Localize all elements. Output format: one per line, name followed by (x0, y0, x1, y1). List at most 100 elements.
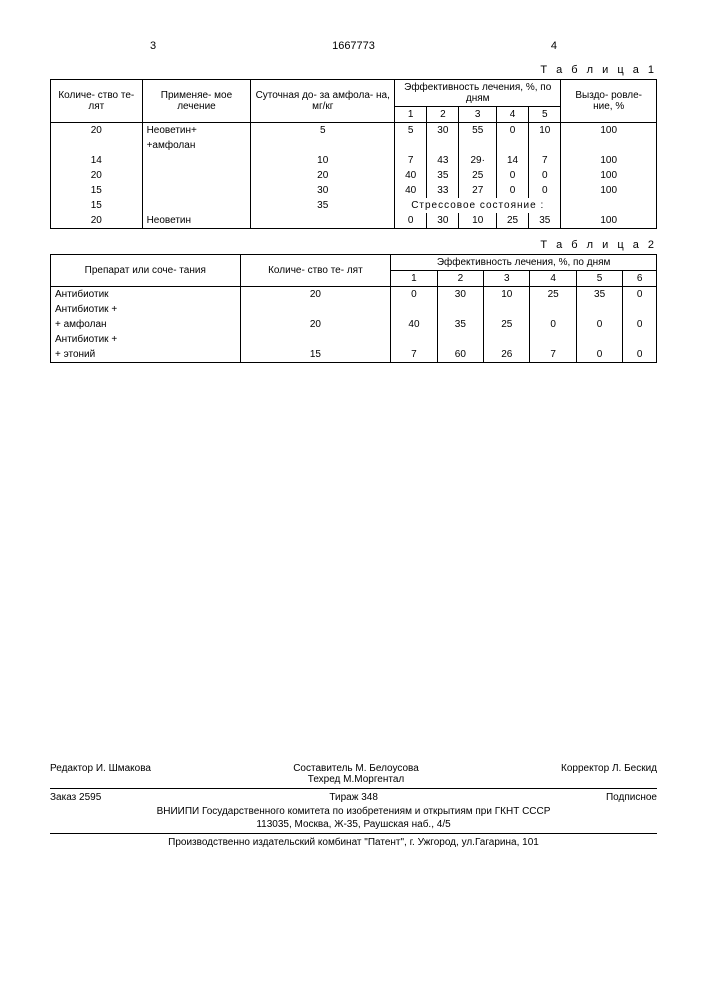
table-cell: 0 (496, 123, 528, 139)
table-cell: 40 (395, 183, 427, 198)
table-cell (240, 332, 391, 347)
t2-day2: 2 (437, 271, 483, 287)
table-cell (561, 138, 657, 153)
table-cell: 20 (51, 123, 143, 139)
table-cell: 0 (529, 183, 561, 198)
t2-day3: 3 (484, 271, 530, 287)
table-cell: 14 (51, 153, 143, 168)
table-cell: 25 (496, 213, 528, 229)
table-cell: 27 (459, 183, 497, 198)
table-cell: 7 (530, 347, 576, 363)
t1-header-recovery: Выздо- ровле- ние, % (561, 80, 657, 123)
table-cell (530, 332, 576, 347)
table-cell: 35 (427, 168, 459, 183)
t1-day5: 5 (529, 107, 561, 123)
table-cell: 5 (251, 123, 395, 139)
table-cell: 30 (437, 287, 483, 303)
table-cell: 0 (623, 317, 657, 332)
editor: Редактор И. Шмакова (50, 763, 151, 785)
table-cell: 30 (427, 213, 459, 229)
footer: Редактор И. Шмакова Составитель М. Белоу… (50, 763, 657, 848)
proizv: Производственно издательский комбинат "П… (50, 833, 657, 848)
table-cell: 25 (459, 168, 497, 183)
table-cell: 25 (484, 317, 530, 332)
table-cell: 100 (561, 168, 657, 183)
table-cell: 7 (529, 153, 561, 168)
table-cell: 100 (561, 183, 657, 198)
table-cell: 7 (395, 153, 427, 168)
table2-label: Т а б л и ц а 2 (50, 239, 657, 251)
table-cell: 20 (240, 317, 391, 332)
table-cell (437, 302, 483, 317)
table-cell: 0 (496, 168, 528, 183)
t2-day6: 6 (623, 271, 657, 287)
table-cell: 33 (427, 183, 459, 198)
table-cell (623, 302, 657, 317)
t2-header-prep: Препарат или соче- тания (51, 255, 241, 287)
table-cell (251, 138, 395, 153)
table-cell (496, 138, 528, 153)
table-cell: 20 (51, 168, 143, 183)
table-cell: Неоветин+ (142, 123, 251, 139)
sostavitel: Составитель М. Белоусова (151, 763, 561, 774)
table-cell: 10 (251, 153, 395, 168)
table-cell: 14 (496, 153, 528, 168)
table-cell: 55 (459, 123, 497, 139)
table-cell (529, 138, 561, 153)
zakaz: Заказ 2595 (50, 792, 101, 803)
table-cell (561, 198, 657, 213)
table-cell: 0 (496, 183, 528, 198)
t1-header-qty: Количе- ство те- лят (51, 80, 143, 123)
table-cell: 30 (251, 183, 395, 198)
table-cell: 0 (529, 168, 561, 183)
table-cell (251, 213, 395, 229)
table-cell (427, 138, 459, 153)
table-cell: 29· (459, 153, 497, 168)
t1-day2: 2 (427, 107, 459, 123)
t1-header-eff: Эффективность лечения, %, по дням (395, 80, 561, 107)
table-cell: 20 (240, 287, 391, 303)
t1-day4: 4 (496, 107, 528, 123)
header-page-numbers: 3 1667773 4 (50, 40, 657, 52)
t2-header-eff: Эффективность лечения, %, по дням (391, 255, 657, 271)
table1-label: Т а б л и ц а 1 (50, 64, 657, 76)
podpisnoe: Подписное (606, 792, 657, 803)
table-cell: 10 (459, 213, 497, 229)
table-cell: 40 (391, 317, 437, 332)
t2-day4: 4 (530, 271, 576, 287)
table-cell: 15 (240, 347, 391, 363)
table-cell: + амфолан (51, 317, 241, 332)
t1-header-treatment: Применяе- мое лечение (142, 80, 251, 123)
table-cell: Неоветин (142, 213, 251, 229)
stress-label: Стрессовое состояние : (395, 198, 561, 213)
table-cell (51, 138, 143, 153)
table-cell (484, 302, 530, 317)
t1-day3: 3 (459, 107, 497, 123)
table-cell: 0 (391, 287, 437, 303)
t2-day5: 5 (576, 271, 622, 287)
table-cell: 26 (484, 347, 530, 363)
table-cell (437, 332, 483, 347)
table-cell (142, 183, 251, 198)
table-cell: Антибиотик + (51, 302, 241, 317)
tirazh: Тираж 348 (329, 792, 378, 803)
table-cell (576, 332, 622, 347)
table-cell (459, 138, 497, 153)
table-cell (391, 302, 437, 317)
t2-day1: 1 (391, 271, 437, 287)
table-cell (530, 302, 576, 317)
table-cell (395, 138, 427, 153)
table-cell: 15 (51, 198, 143, 213)
t1-day1: 1 (395, 107, 427, 123)
table-cell: 60 (437, 347, 483, 363)
table-cell: 0 (623, 287, 657, 303)
table-cell: 30 (427, 123, 459, 139)
table-cell: 7 (391, 347, 437, 363)
table-cell (484, 332, 530, 347)
right-page-num: 4 (551, 40, 557, 52)
table-cell: 0 (623, 347, 657, 363)
table-cell: 35 (576, 287, 622, 303)
table-cell: 0 (530, 317, 576, 332)
table-cell: 40 (395, 168, 427, 183)
table-cell: Антибиотик + (51, 332, 241, 347)
